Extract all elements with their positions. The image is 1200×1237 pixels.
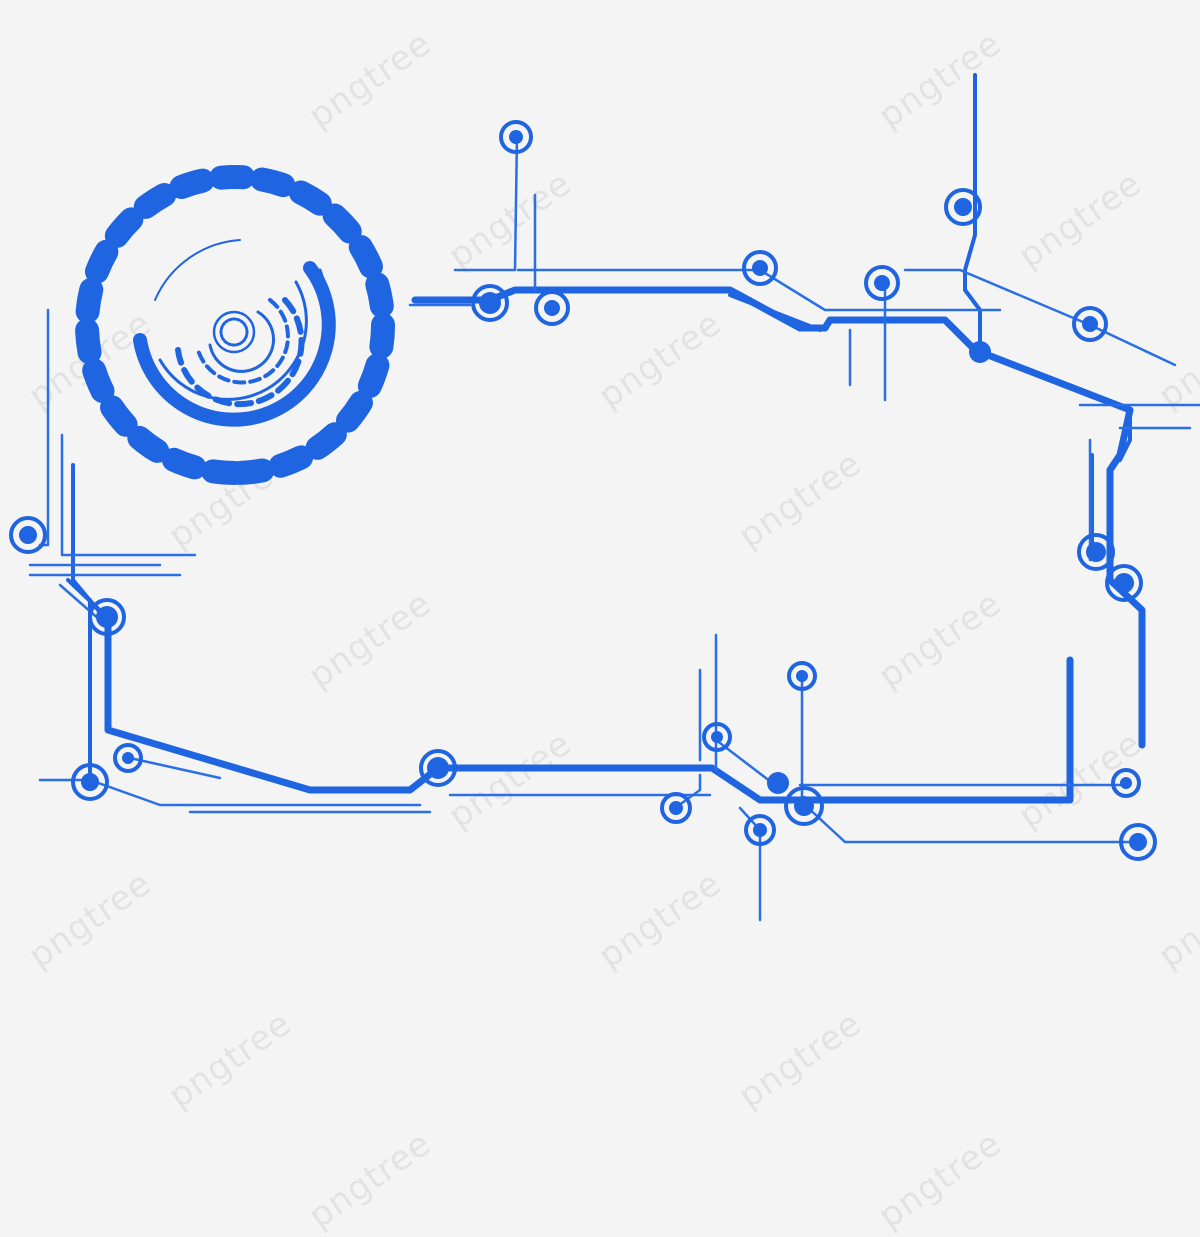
node-icon	[9, 120, 1157, 861]
thin-trace	[28, 133, 1200, 922]
tech-dial-icon	[75, 165, 395, 485]
canvas: pngtree pngtree pngtree pngtree pngtree …	[9, 23, 1200, 1237]
main-trace	[104, 286, 1146, 804]
circuit-frame-icon	[9, 73, 1200, 922]
